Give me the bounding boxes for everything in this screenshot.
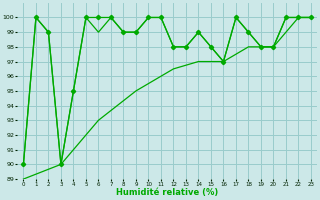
- X-axis label: Humidité relative (%): Humidité relative (%): [116, 188, 218, 197]
